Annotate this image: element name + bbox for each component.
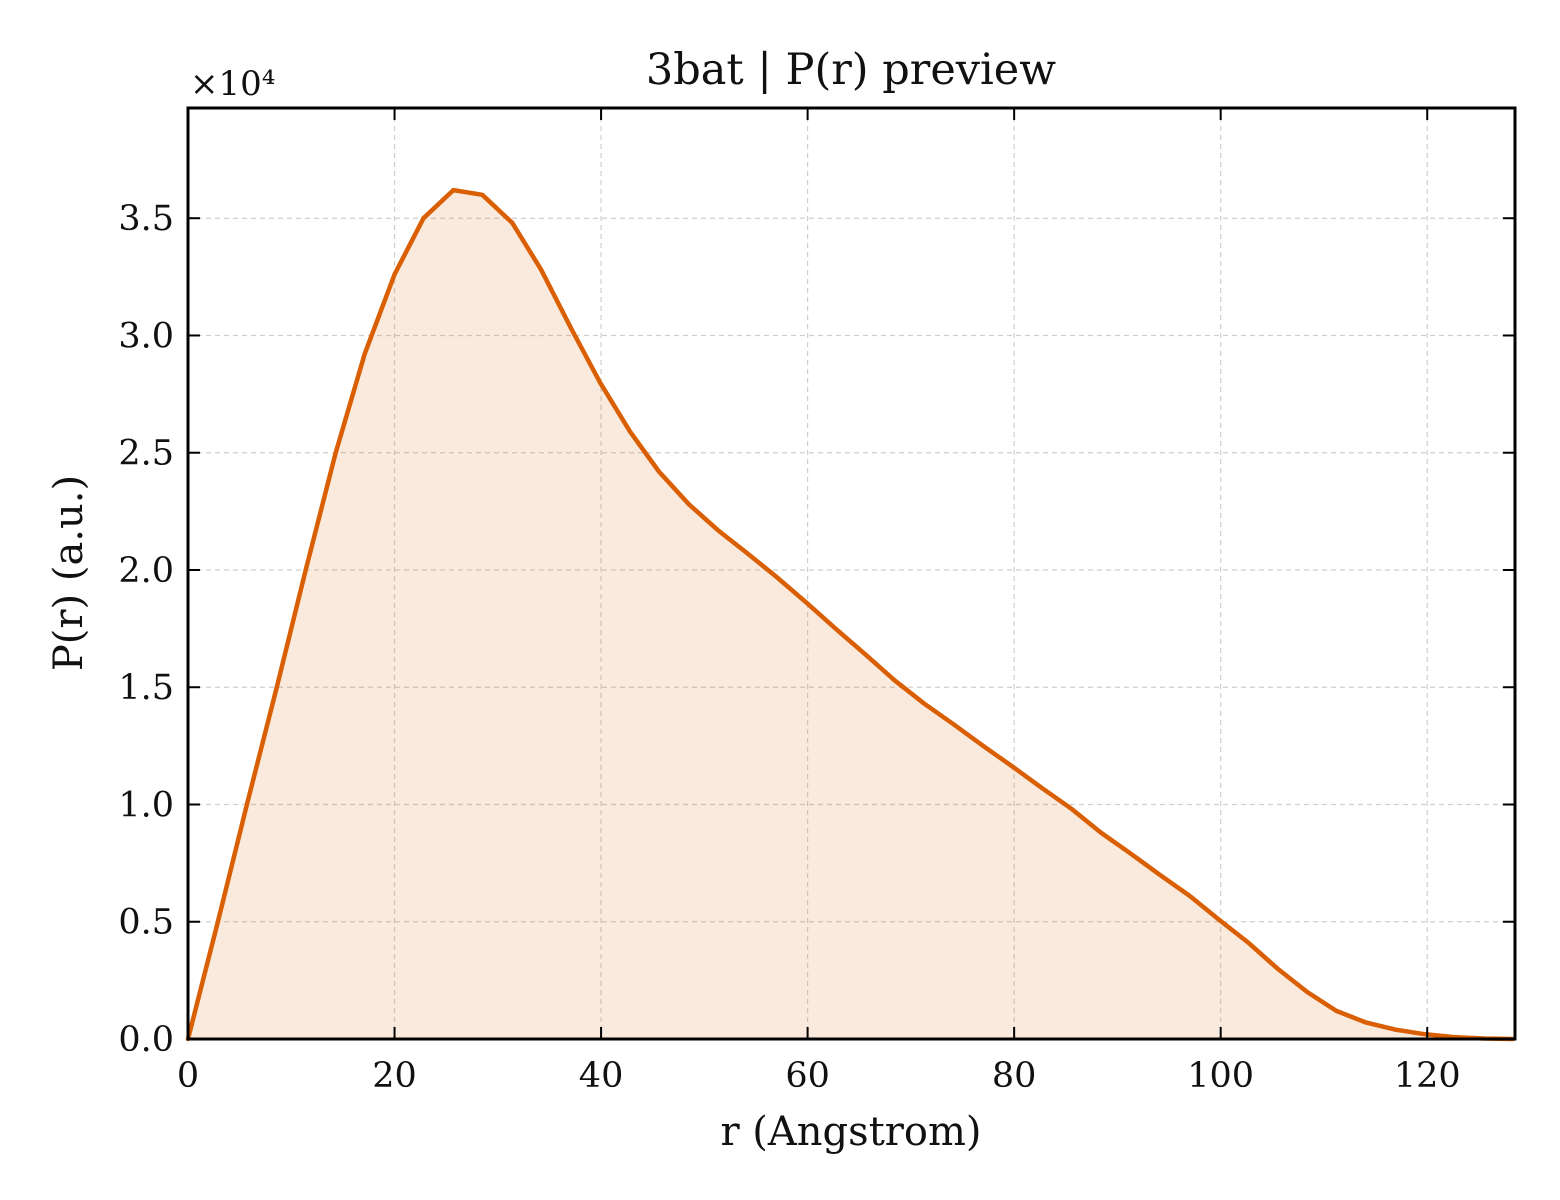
y-tick-label: 2.5 xyxy=(118,434,174,474)
x-tick-label: 80 xyxy=(992,1056,1037,1096)
data-point xyxy=(1188,894,1192,898)
data-point xyxy=(393,273,397,277)
data-point xyxy=(657,470,661,474)
data-point xyxy=(451,188,455,192)
x-tick-labels: 0 20 40 60 80 100 120 xyxy=(177,1056,1461,1096)
data-point xyxy=(952,723,956,727)
data-point xyxy=(245,803,249,807)
series-line xyxy=(185,187,1516,1042)
data-point xyxy=(569,326,573,330)
data-point xyxy=(805,601,809,605)
data-point xyxy=(628,430,632,434)
grid-lines xyxy=(188,108,1515,1039)
data-point xyxy=(775,575,779,579)
data-point xyxy=(275,685,279,689)
data-point xyxy=(834,627,838,631)
x-tick-label: 20 xyxy=(372,1056,417,1096)
y-tick-label: 0.5 xyxy=(118,903,174,943)
data-point xyxy=(334,451,338,455)
data-point xyxy=(716,528,720,532)
data-point xyxy=(1247,941,1251,945)
area-fill-layer xyxy=(188,190,1513,1040)
data-point xyxy=(422,216,426,220)
x-axis-label: r (Angstrom) xyxy=(720,1109,981,1155)
data-point xyxy=(892,678,896,682)
series-line-layer xyxy=(185,187,1516,1042)
data-point xyxy=(1099,831,1103,835)
data-point xyxy=(1217,917,1221,921)
data-point xyxy=(1334,1009,1338,1013)
y-tick-label: 1.5 xyxy=(118,668,174,708)
data-point xyxy=(1011,765,1015,769)
x-tick-label: 40 xyxy=(579,1056,624,1096)
y-tick-label: 3.5 xyxy=(118,199,174,239)
y-axis-label: P(r) (a.u.) xyxy=(46,475,92,671)
y-tick-label: 1.0 xyxy=(118,785,174,825)
plot-frame xyxy=(186,106,1517,1041)
y-tick-labels: 0.0 0.5 1.0 1.5 2.0 2.5 3.0 3.5 xyxy=(118,199,174,1060)
y-multiplier-label: ×10⁴ xyxy=(190,64,275,104)
x-tick-label: 120 xyxy=(1394,1056,1461,1096)
axis-ticks xyxy=(187,108,1515,1040)
data-point xyxy=(746,552,750,556)
y-tick-label: 2.0 xyxy=(118,551,174,591)
data-point xyxy=(1040,786,1044,790)
data-point xyxy=(1364,1021,1368,1025)
data-point xyxy=(1129,852,1133,856)
data-point xyxy=(480,193,484,197)
data-point xyxy=(1305,990,1309,994)
data-point xyxy=(598,380,602,384)
data-point xyxy=(687,502,691,506)
data-point xyxy=(1393,1028,1397,1032)
data-point xyxy=(863,652,867,656)
chart-title: 3bat | P(r) preview xyxy=(646,45,1056,95)
data-point xyxy=(1070,807,1074,811)
data-point xyxy=(922,702,926,706)
data-point xyxy=(1276,967,1280,971)
data-point xyxy=(510,221,514,225)
data-point xyxy=(1158,873,1162,877)
x-tick-label: 100 xyxy=(1187,1056,1254,1096)
data-point xyxy=(981,744,985,748)
x-tick-label: 60 xyxy=(785,1056,830,1096)
x-tick-label: 0 xyxy=(177,1056,199,1096)
y-tick-label: 0.0 xyxy=(118,1020,174,1060)
y-tick-label: 3.0 xyxy=(118,316,174,356)
data-point xyxy=(216,920,220,924)
series-area xyxy=(188,190,1513,1040)
data-point xyxy=(539,268,543,272)
data-point xyxy=(304,568,308,572)
data-point xyxy=(363,352,367,356)
